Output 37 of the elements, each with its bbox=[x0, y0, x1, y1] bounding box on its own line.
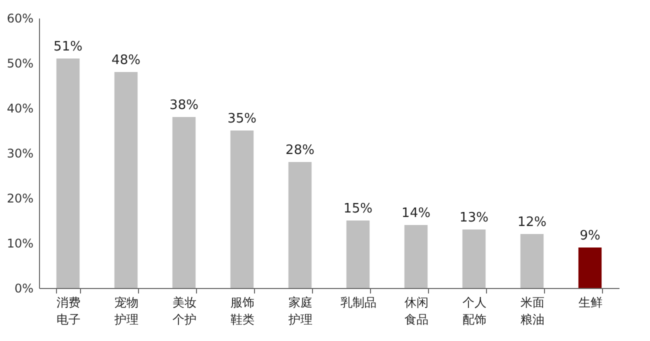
bar bbox=[346, 220, 370, 288]
data-label: 15% bbox=[344, 202, 372, 216]
y-tick-label: 30% bbox=[6, 146, 34, 160]
x-tick-label: 米面粮油 bbox=[520, 296, 544, 326]
bar bbox=[56, 58, 80, 288]
bar bbox=[404, 225, 428, 288]
x-tick-label: 美妆个护 bbox=[172, 296, 196, 326]
bar bbox=[462, 230, 486, 288]
x-tick-label: 休闲食品 bbox=[404, 296, 428, 326]
y-tick-label: 0% bbox=[14, 282, 34, 296]
data-label: 28% bbox=[286, 143, 314, 158]
bar bbox=[172, 117, 196, 288]
x-tick-label: 个人配饰 bbox=[462, 296, 486, 326]
x-tick-label: 生鲜 bbox=[578, 296, 602, 310]
y-tick-label: 10% bbox=[6, 236, 34, 250]
y-tick-label: 40% bbox=[6, 102, 34, 116]
data-label: 14% bbox=[402, 206, 430, 221]
data-label: 48% bbox=[112, 53, 140, 68]
data-label: 12% bbox=[518, 215, 546, 230]
bar bbox=[230, 130, 254, 288]
y-tick-label: 20% bbox=[6, 192, 34, 206]
x-tick-label: 服饰鞋类 bbox=[230, 296, 254, 326]
x-tick-label: 乳制品 bbox=[340, 296, 376, 310]
y-tick-label: 60% bbox=[6, 12, 34, 26]
bar bbox=[288, 162, 312, 288]
data-label: 13% bbox=[460, 210, 488, 226]
data-label: 51% bbox=[54, 40, 82, 54]
x-tick-label: 家庭护理 bbox=[288, 296, 312, 326]
data-label: 35% bbox=[228, 112, 256, 126]
bar bbox=[578, 248, 602, 288]
y-tick-label: 50% bbox=[6, 56, 34, 70]
data-label: 9% bbox=[580, 228, 600, 244]
bar bbox=[520, 234, 544, 288]
x-tick-label: 宠物护理 bbox=[114, 296, 138, 326]
x-tick-label: 消费电子 bbox=[56, 296, 80, 326]
data-label: 38% bbox=[170, 98, 198, 113]
bar bbox=[114, 72, 138, 288]
